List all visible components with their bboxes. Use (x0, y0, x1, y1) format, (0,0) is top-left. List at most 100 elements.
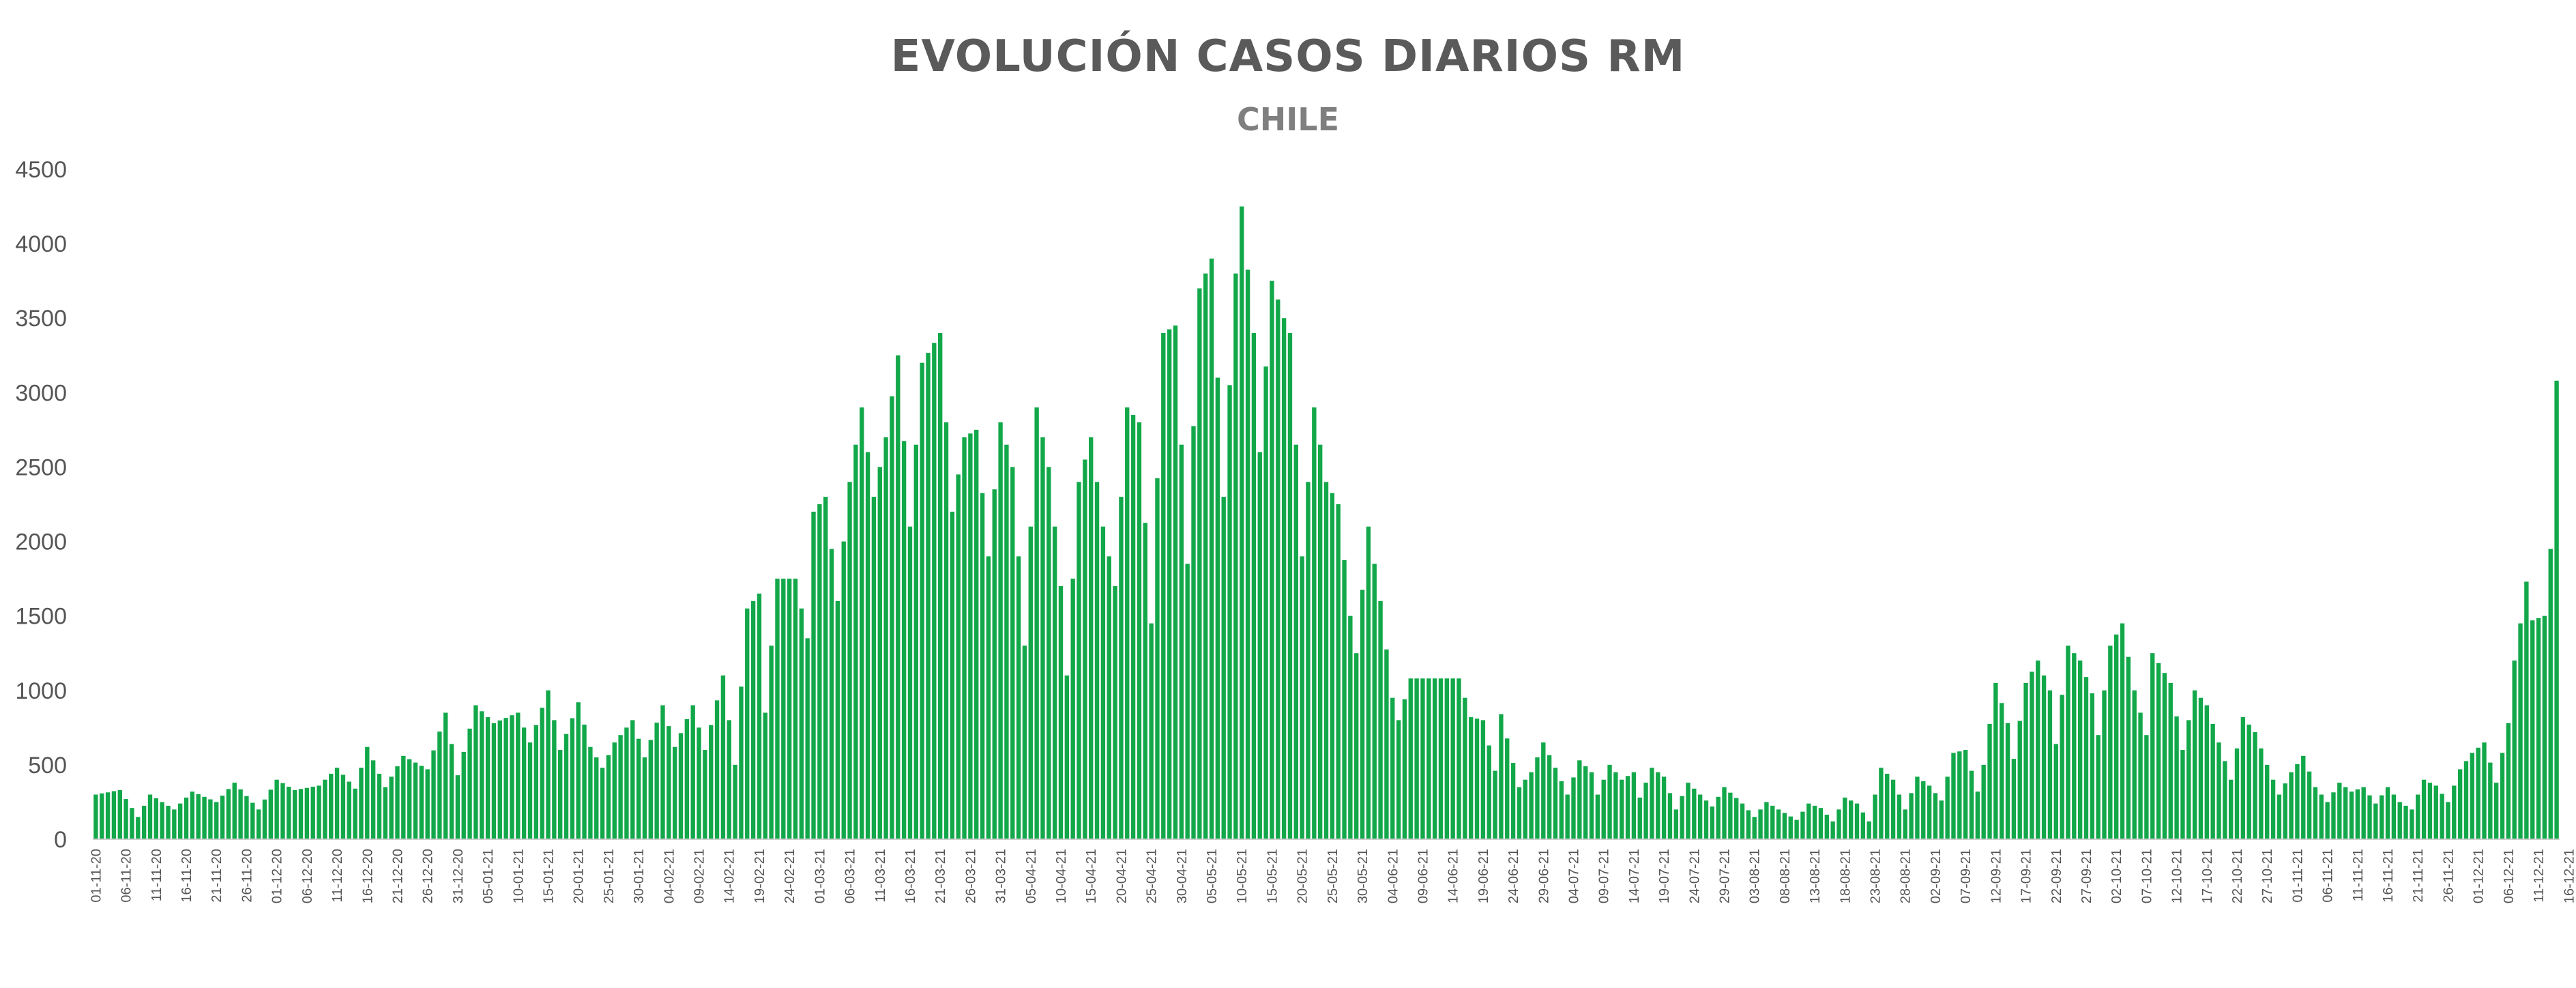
bar (1583, 766, 1588, 839)
bar (2090, 693, 2094, 839)
x-tick-label: 15-04-21 (1084, 849, 1099, 903)
x-tick-label: 11-12-21 (2532, 849, 2547, 903)
bar (1529, 772, 1534, 839)
x-tick-label: 30-05-21 (1356, 849, 1371, 903)
bar (2355, 789, 2360, 839)
bar (1620, 779, 1624, 839)
bar (1191, 426, 1196, 839)
bar (455, 775, 460, 839)
bar (166, 805, 171, 839)
bar (1185, 564, 1190, 839)
x-tick-label: 25-05-21 (1326, 849, 1341, 903)
bar (1921, 781, 1926, 839)
bar (1740, 803, 1745, 839)
bar (2077, 660, 2083, 839)
bar (2307, 771, 2312, 839)
bar (1089, 437, 1094, 839)
bar (1366, 526, 1371, 839)
bar (2542, 615, 2547, 839)
bar (1794, 819, 1799, 839)
bar (913, 444, 918, 839)
bar (1046, 467, 1051, 839)
bar (1287, 333, 1293, 839)
x-tick-label: 04-02-21 (662, 849, 677, 903)
x-tick-label: 26-11-21 (2441, 849, 2456, 903)
bar (2283, 783, 2287, 839)
y-tick-label: 0 (54, 827, 67, 853)
bar (172, 809, 177, 839)
bar (1577, 760, 1582, 839)
bar (552, 720, 557, 839)
bar (654, 723, 659, 839)
bar (1263, 366, 1268, 839)
x-tick-label: 16-11-21 (2381, 849, 2396, 903)
x-tick-label: 31-03-21 (994, 849, 1009, 903)
x-tick-label: 06-11-21 (2321, 849, 2336, 903)
bar (533, 725, 539, 839)
bar (1535, 757, 1540, 839)
bar (1541, 742, 1546, 839)
bar (485, 717, 491, 839)
bar (1487, 745, 1491, 839)
x-tick-label: 18-08-21 (1838, 849, 1853, 903)
y-tick-label: 2000 (15, 529, 67, 555)
bar (1004, 444, 1009, 839)
bar (841, 541, 846, 839)
bar (703, 750, 707, 839)
bar (389, 776, 394, 839)
x-axis: 01-11-20 06-11-20 11-11-20 16-11-20 21-11-20… (89, 839, 2576, 903)
x-tick-label: 14-06-21 (1446, 849, 1461, 903)
bar (1143, 523, 1147, 839)
bar (2421, 779, 2427, 839)
bar (256, 809, 261, 839)
bar (105, 792, 111, 839)
bar (1860, 812, 1866, 839)
bar (1734, 798, 1739, 839)
x-tick-label: 26-11-20 (239, 849, 254, 903)
x-tick-label: 29-06-21 (1536, 849, 1551, 903)
bar (962, 437, 967, 839)
bar (2295, 764, 2300, 839)
bar (1040, 437, 1045, 839)
y-tick-label: 3500 (15, 306, 67, 332)
bar (980, 493, 985, 839)
bar (2246, 724, 2251, 839)
bar (1293, 444, 1298, 839)
bar (2156, 663, 2161, 839)
bar (2500, 753, 2505, 839)
bar (340, 774, 346, 839)
bar (1215, 377, 1220, 839)
bar (1342, 560, 1347, 839)
bar (860, 407, 864, 839)
bar (2289, 772, 2294, 839)
x-tick-label: 22-10-21 (2230, 849, 2245, 903)
bar (1625, 776, 1630, 839)
bar (521, 727, 527, 839)
bar (709, 725, 714, 839)
bar (2385, 787, 2390, 839)
bar (769, 645, 774, 839)
bar (516, 712, 521, 839)
bar (2180, 750, 2185, 839)
bar (2144, 735, 2149, 839)
bar (226, 789, 231, 839)
bar (2427, 783, 2433, 839)
bar (926, 353, 931, 839)
y-tick-label: 2500 (15, 454, 67, 480)
bar (184, 797, 189, 839)
x-tick-label: 10-04-21 (1054, 849, 1069, 903)
bar (1957, 751, 1962, 839)
x-tick-label: 16-03-21 (903, 849, 918, 903)
y-tick-label: 1000 (15, 678, 67, 704)
bar (1474, 718, 1480, 839)
bar (1969, 770, 1974, 839)
bar (401, 755, 406, 839)
bar (250, 802, 255, 839)
x-tick-label: 24-07-21 (1687, 849, 1702, 903)
bar (1306, 482, 1311, 839)
bar (359, 768, 364, 839)
bar (937, 333, 943, 839)
bar (1064, 675, 1070, 839)
bar (2000, 703, 2004, 839)
x-tick-label: 12-10-21 (2170, 849, 2185, 903)
